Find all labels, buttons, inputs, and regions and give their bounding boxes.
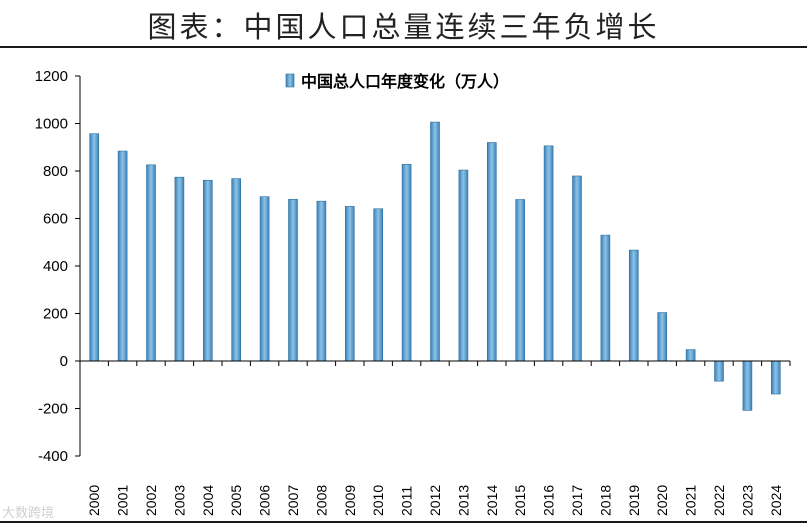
bar-2002 [146,164,156,362]
x-axis: 2000 2001 2002 2003 2004 2005 2006 2007 2008 2009… [80,360,791,516]
bar-2019 [628,249,639,362]
bar-2006 [259,196,270,362]
x-tick-label: 2001 [115,485,131,516]
bar-2005 [231,178,241,362]
x-tick-label: 2004 [200,485,216,516]
x-tick-label: 2013 [455,485,471,516]
y-tick-label: 600 [43,211,68,228]
x-tick-label: 2021 [683,485,699,516]
page-title: 图表：中国人口总量连续三年负增长 [147,10,660,44]
y-axis: -400 -200 0 200 400 600 800 1000 1200 [35,68,81,465]
bottom-rule [0,521,807,523]
bar-2014 [486,142,497,362]
bar-2023 [742,360,753,411]
y-tick-label: 1000 [35,116,68,133]
x-tick-label: 2008 [313,485,329,516]
bar-2010 [373,208,384,362]
bars [89,121,781,411]
x-tick-label: 2019 [626,485,642,516]
bar-2020 [657,312,668,362]
x-tick-label: 2006 [257,485,273,516]
bar-2003 [174,176,185,362]
legend: 中国总人口年度变化（万人） [285,72,509,91]
y-tick-label: 800 [43,163,68,180]
x-tick-label: 2014 [484,485,500,516]
x-tick-label: 2022 [711,485,727,516]
bar-2018 [600,234,611,362]
y-tick-label: 0 [60,353,68,370]
y-tick-label: -200 [38,401,68,418]
legend-swatch [285,73,295,88]
x-tick-label: 2020 [654,485,670,516]
x-tick-label: 2000 [86,485,102,516]
bar-2009 [344,206,355,362]
x-tick-label: 2007 [285,485,301,516]
bar-2021 [685,349,696,362]
x-tick-label: 2023 [739,485,755,516]
x-tick-label: 2012 [427,485,443,516]
legend-label: 中国总人口年度变化（万人） [301,72,509,91]
bar-2004 [203,179,213,362]
x-tick-label: 2024 [768,485,784,516]
x-tick-label: 2005 [228,485,244,516]
x-tick-label: 2003 [171,485,187,516]
bar-2016 [543,145,554,362]
x-tick-label: 2002 [143,485,159,516]
watermark: 大数跨境 [2,506,55,521]
y-tick-label: 400 [43,258,68,275]
x-tick-label: 2011 [399,486,415,516]
bar-2001 [117,150,128,362]
y-tick-label: 200 [43,306,68,323]
y-tick-label: 1200 [35,68,68,85]
bar-2011 [401,164,412,362]
title-rule [0,46,807,48]
x-tick-label: 2015 [512,485,528,516]
x-tick-label: 2017 [569,485,585,516]
bar-2008 [316,200,327,362]
x-tick-label: 2009 [342,485,358,516]
bar-2017 [572,175,582,362]
bar-2024 [770,360,781,395]
bar-2013 [458,169,469,362]
bar-2022 [714,360,724,382]
x-tick-label: 2010 [370,485,386,516]
bar-2012 [430,121,440,362]
y-tick-label: -400 [38,448,68,465]
x-tick-label: 2018 [597,485,613,516]
x-tick-label: 2016 [541,485,557,516]
bar-2007 [288,198,298,362]
bar-2000 [89,133,99,362]
bar-2015 [515,199,526,362]
